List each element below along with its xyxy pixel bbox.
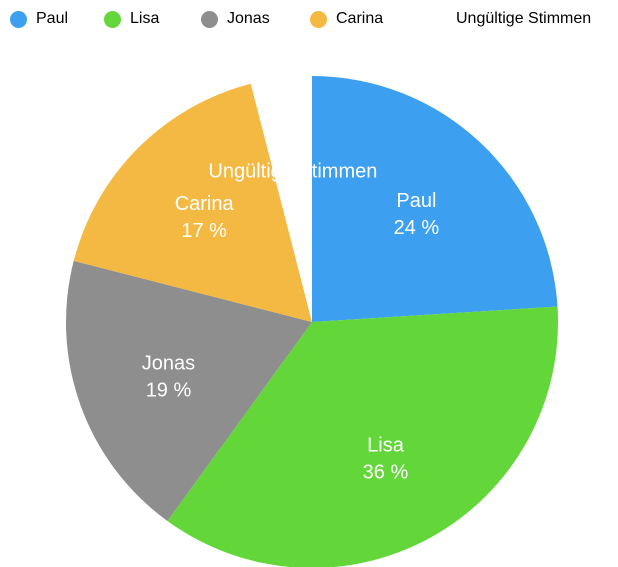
slice-label-ungueltige-stimmen: Ungültige Stimmen (208, 161, 377, 183)
legend-swatch-paul (10, 10, 27, 28)
legend-swatch-lisa (104, 10, 121, 28)
legend-item-carina[interactable]: Carina (310, 6, 383, 32)
legend-label-paul: Paul (36, 10, 69, 27)
legend-item-paul[interactable]: Paul (10, 6, 68, 32)
legend-label-ungueltige-stimmen: Ungültige Stimmen (456, 10, 592, 27)
pie-slice-paul[interactable] (312, 76, 558, 322)
pie-slice-jonas[interactable] (66, 260, 313, 522)
pie-slice-carina[interactable] (73, 83, 312, 322)
slice-value-carina: 17 % (181, 220, 227, 242)
legend-item-jonas[interactable]: Jonas (201, 6, 270, 32)
legend-label-lisa: Lisa (130, 10, 160, 27)
slice-value-lisa: 36 % (363, 462, 409, 484)
legend-label-jonas: Jonas (227, 10, 270, 27)
slice-label-paul: Paul (396, 190, 436, 212)
slice-label-lisa: Lisa (367, 435, 405, 457)
pie-slice-lisa[interactable] (167, 306, 558, 567)
legend-swatch-jonas (201, 10, 218, 28)
legend-item-ungueltige-stimmen[interactable]: Ungültige Stimmen (430, 6, 591, 32)
pie-slice-ungueltige-stimmen[interactable] (250, 76, 312, 322)
legend-label-carina: Carina (336, 10, 384, 27)
slice-value-jonas: 19 % (146, 380, 192, 402)
legend-swatch-carina (310, 10, 327, 28)
pie-slices (66, 76, 558, 567)
legend-item-lisa[interactable]: Lisa (104, 6, 159, 32)
slice-label-jonas: Jonas (142, 353, 195, 375)
slice-value-paul: 24 % (394, 217, 440, 239)
legend-swatch-ungueltige-stimmen (430, 10, 447, 28)
pie-slice-labels: Paul 24 % Lisa 36 % Jonas 19 % Carina 17 % Ungül… (142, 161, 440, 484)
slice-label-carina: Carina (175, 193, 235, 215)
chart-legend: Paul Lisa Jonas Carina Ungültige Stimmen (0, 6, 618, 32)
